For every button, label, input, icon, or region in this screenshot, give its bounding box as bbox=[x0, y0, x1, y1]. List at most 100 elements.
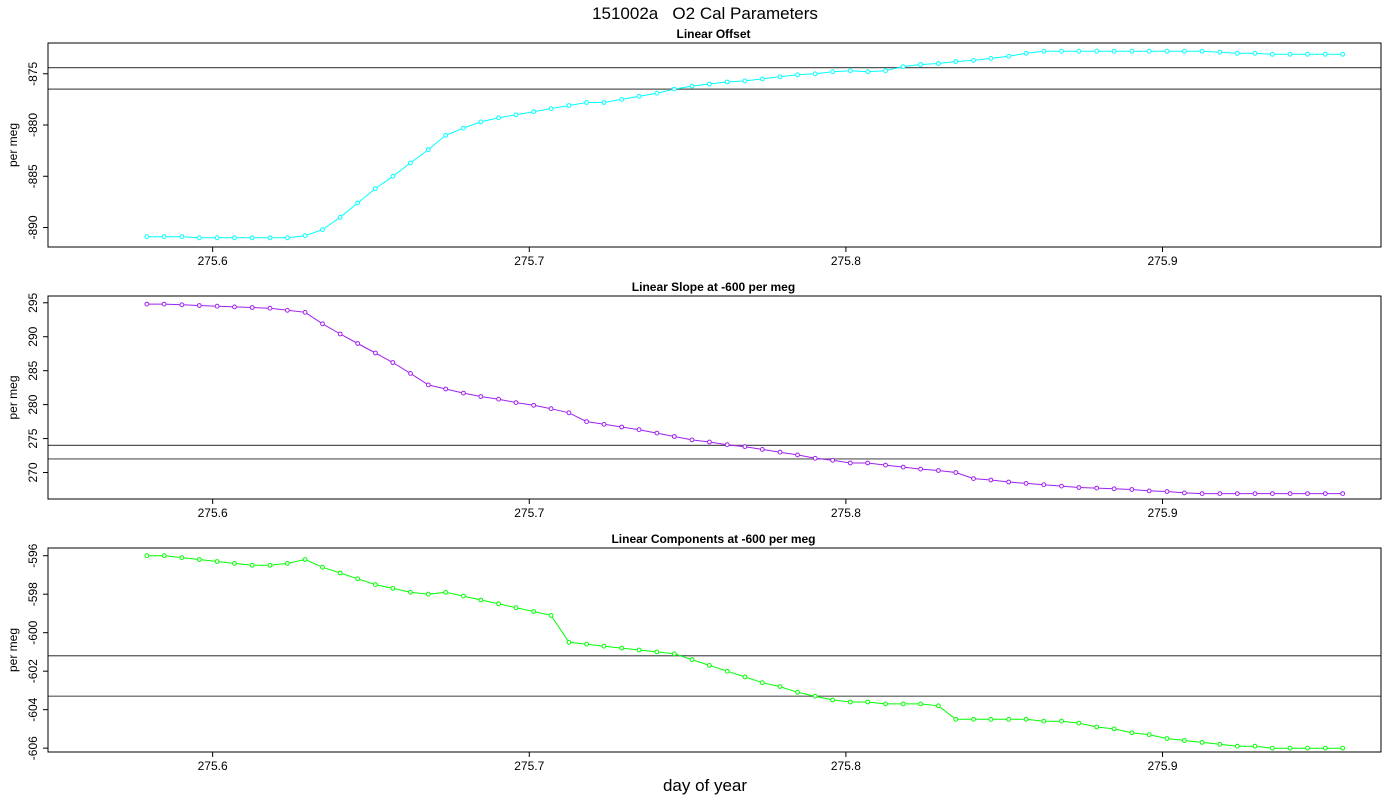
data-point bbox=[1041, 718, 1047, 724]
y-tick-label: -604 bbox=[26, 697, 40, 721]
main-title: 151002a O2 Cal Parameters bbox=[592, 4, 818, 23]
data-point bbox=[777, 74, 783, 80]
data-point bbox=[1146, 488, 1152, 494]
data-point bbox=[689, 657, 695, 662]
data-point bbox=[478, 597, 484, 603]
data-point bbox=[161, 553, 167, 559]
data-point bbox=[1217, 491, 1223, 497]
data-point bbox=[566, 410, 572, 416]
x-tick-label: 275.6 bbox=[198, 254, 228, 268]
data-point bbox=[1129, 730, 1135, 736]
data-point bbox=[777, 449, 783, 455]
x-tick-label: 275.7 bbox=[514, 506, 544, 520]
y-tick-label: 290 bbox=[26, 326, 40, 346]
x-tick-label: 275.9 bbox=[1148, 254, 1178, 268]
data-point bbox=[707, 81, 712, 87]
data-point bbox=[936, 61, 941, 66]
data-point bbox=[619, 97, 625, 102]
data-point bbox=[988, 56, 994, 61]
data-point bbox=[724, 442, 730, 448]
data-point bbox=[724, 79, 730, 85]
data-point bbox=[953, 59, 959, 64]
data-point bbox=[636, 93, 642, 99]
panel-3: Linear Components at -600 per meg 275.6 27… bbox=[6, 532, 1382, 773]
data-point bbox=[337, 331, 343, 337]
data-point bbox=[1199, 740, 1205, 745]
data-point bbox=[232, 561, 237, 566]
data-point bbox=[759, 447, 765, 452]
y-tick-label: -598 bbox=[26, 582, 40, 606]
data-point bbox=[1340, 491, 1346, 497]
y-tick-label: 275 bbox=[26, 428, 40, 448]
data-point bbox=[619, 645, 625, 651]
data-point bbox=[267, 562, 273, 568]
data-point bbox=[285, 235, 290, 241]
data-point bbox=[1287, 491, 1293, 497]
data-point bbox=[513, 112, 519, 118]
data-point bbox=[531, 609, 537, 614]
data-point bbox=[988, 477, 994, 483]
x-axis-label: day of year bbox=[663, 776, 747, 795]
data-point bbox=[742, 78, 748, 84]
data-point bbox=[584, 419, 589, 425]
data-point bbox=[1006, 479, 1011, 485]
data-point bbox=[1234, 50, 1240, 56]
data-point bbox=[566, 639, 572, 645]
data-point bbox=[1023, 50, 1029, 56]
data-point bbox=[636, 647, 642, 653]
data-point bbox=[1094, 724, 1100, 730]
data-point bbox=[302, 309, 308, 315]
data-point bbox=[179, 302, 185, 308]
data-point bbox=[707, 663, 712, 668]
data-point bbox=[1111, 48, 1117, 54]
y-tick-label: -600 bbox=[26, 620, 40, 644]
data-point bbox=[636, 427, 642, 433]
data-point bbox=[390, 586, 396, 591]
data-point bbox=[1322, 491, 1328, 497]
data-point bbox=[1146, 732, 1152, 738]
data-point bbox=[1059, 718, 1064, 724]
data-point bbox=[249, 562, 255, 568]
data-point bbox=[1076, 48, 1082, 54]
data-point bbox=[531, 109, 537, 115]
data-point bbox=[443, 589, 449, 595]
data-point bbox=[302, 557, 308, 562]
data-point bbox=[1340, 745, 1346, 751]
data-point bbox=[1182, 490, 1187, 496]
data-point bbox=[1182, 738, 1187, 743]
data-point bbox=[1322, 51, 1328, 57]
data-point bbox=[320, 564, 325, 570]
data-point bbox=[531, 402, 537, 408]
data-point bbox=[214, 559, 220, 564]
data-point bbox=[1041, 482, 1047, 488]
data-point bbox=[1182, 48, 1187, 54]
x-tick-label: 275.6 bbox=[198, 759, 228, 773]
data-point bbox=[584, 100, 589, 105]
y-tick-label: -885 bbox=[26, 164, 40, 188]
data-point bbox=[1340, 51, 1346, 57]
series-line bbox=[146, 303, 1343, 495]
data-point bbox=[883, 68, 888, 74]
data-point bbox=[707, 439, 712, 445]
data-point bbox=[425, 147, 431, 153]
data-point bbox=[478, 394, 484, 399]
data-point bbox=[601, 100, 607, 105]
data-point bbox=[425, 591, 431, 597]
data-point bbox=[461, 390, 466, 396]
data-point bbox=[795, 72, 800, 78]
data-point bbox=[1287, 51, 1293, 57]
data-point bbox=[724, 668, 730, 674]
data-point bbox=[1322, 745, 1328, 751]
data-point bbox=[1006, 716, 1011, 722]
data-point bbox=[689, 437, 695, 443]
data-point bbox=[443, 386, 449, 392]
data-point bbox=[671, 86, 677, 92]
data-point bbox=[1094, 485, 1100, 491]
x-tick-label: 275.8 bbox=[831, 506, 861, 520]
data-point bbox=[408, 371, 413, 376]
data-point bbox=[619, 424, 625, 430]
plot-frame bbox=[47, 547, 1382, 753]
data-point bbox=[390, 360, 396, 365]
data-point bbox=[161, 234, 167, 240]
